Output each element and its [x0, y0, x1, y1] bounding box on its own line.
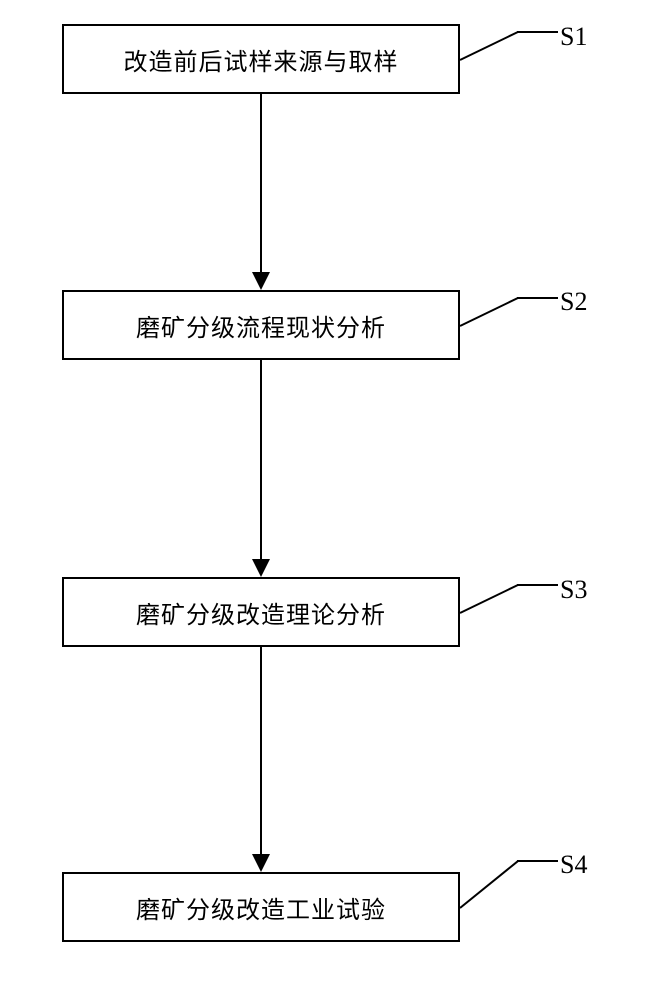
tag-line-s3-diag — [460, 584, 518, 614]
tag-line-s3-horiz — [517, 584, 558, 586]
node-s1-text: 改造前后试样来源与取样 — [124, 42, 399, 77]
flowchart-container: 改造前后试样来源与取样 S1 磨矿分级流程现状分析 S2 磨矿分级改造理论分析 … — [0, 0, 672, 1000]
edge-1-line — [260, 94, 262, 272]
edge-2-arrow — [252, 559, 270, 577]
node-s4: 磨矿分级改造工业试验 — [62, 872, 460, 942]
label-s4: S4 — [560, 850, 587, 880]
node-s3-text: 磨矿分级改造理论分析 — [136, 595, 386, 630]
node-s3: 磨矿分级改造理论分析 — [62, 577, 460, 647]
node-s1: 改造前后试样来源与取样 — [62, 24, 460, 94]
tag-line-s2-diag — [460, 297, 518, 327]
tag-line-s1-diag — [460, 31, 518, 61]
label-s3: S3 — [560, 575, 587, 605]
tag-line-s2-horiz — [517, 297, 558, 299]
node-s2: 磨矿分级流程现状分析 — [62, 290, 460, 360]
node-s4-text: 磨矿分级改造工业试验 — [136, 890, 386, 925]
tag-line-s1-horiz — [517, 31, 558, 33]
label-s1: S1 — [560, 22, 587, 52]
edge-3-line — [260, 647, 262, 854]
edge-1-arrow — [252, 272, 270, 290]
tag-line-s4-diag — [459, 860, 519, 909]
label-s2: S2 — [560, 287, 587, 317]
node-s2-text: 磨矿分级流程现状分析 — [136, 308, 386, 343]
edge-3-arrow — [252, 854, 270, 872]
tag-line-s4-horiz — [517, 860, 558, 862]
edge-2-line — [260, 360, 262, 559]
